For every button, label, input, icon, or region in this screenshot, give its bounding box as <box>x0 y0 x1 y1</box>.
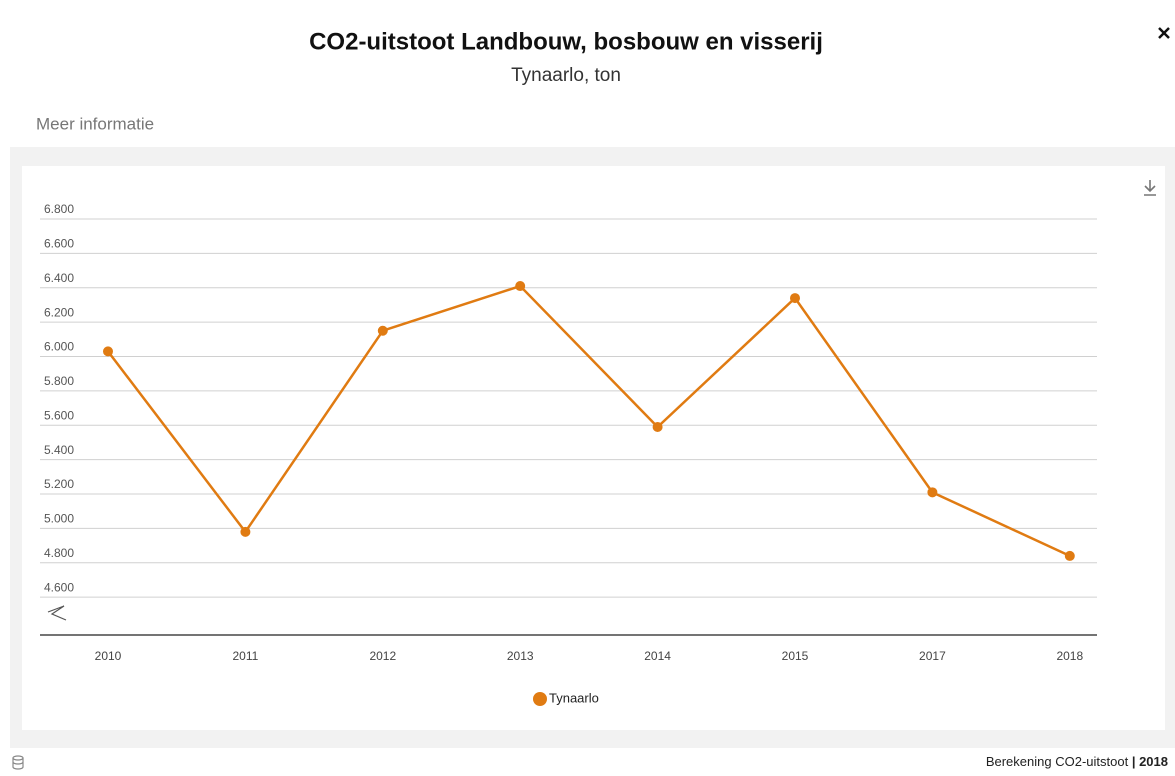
y-tick-label: 5.400 <box>44 443 74 457</box>
y-tick-label: 6.200 <box>44 305 74 319</box>
axis-break <box>47 605 67 621</box>
data-point <box>927 487 938 498</box>
x-tick-label: 2013 <box>507 649 534 663</box>
db-icon <box>12 755 24 770</box>
footer-source: Berekening CO2-uitstoot <box>986 754 1129 769</box>
x-tick-label: 2018 <box>1056 649 1083 663</box>
y-tick-label: 6.400 <box>44 271 74 285</box>
chart-box <box>22 166 1165 730</box>
more-info-link[interactable]: Meer informatie <box>36 114 154 133</box>
data-point <box>652 422 663 432</box>
download-icon[interactable] <box>1144 180 1156 196</box>
close-button[interactable] <box>1158 27 1170 39</box>
data-point <box>240 526 251 537</box>
data-point <box>1064 550 1075 561</box>
x-tick-label: 2010 <box>95 649 122 663</box>
title: CO2-uitstoot Landbouw, bosbouw en visser… <box>309 28 823 55</box>
subtitle: Tynaarlo, ton <box>511 65 621 86</box>
y-tick-label: 6.800 <box>44 202 74 216</box>
y-tick-label: 5.200 <box>44 477 74 491</box>
y-tick-label: 5.800 <box>44 374 74 388</box>
x-tick-label: 2012 <box>369 649 396 663</box>
data-point <box>103 346 113 357</box>
y-tick-label: 5.600 <box>44 408 74 422</box>
y-tick-label: 6.000 <box>44 340 74 354</box>
series-line <box>107 284 1071 558</box>
x-tick-label: 2015 <box>782 649 809 663</box>
y-tick-label: 5.000 <box>44 512 74 526</box>
x-tick-label: 2011 <box>232 649 258 663</box>
data-point <box>515 281 526 292</box>
footer: Berekening CO2-uitstoot | 2018 <box>986 754 1168 769</box>
x-tick-label: 2014 <box>644 649 671 663</box>
y-tick-label: 4.600 <box>44 580 74 594</box>
y-tick-label: 6.600 <box>44 237 74 251</box>
y-tick-label: 4.800 <box>44 546 74 560</box>
legend-label: Tynaarlo <box>549 690 599 705</box>
footer-year: 2018 <box>1139 754 1168 769</box>
data-point <box>790 293 800 304</box>
data-point <box>377 325 388 336</box>
footer-separator: | <box>1132 754 1136 769</box>
x-tick-label: 2017 <box>919 649 946 663</box>
legend-swatch <box>533 692 547 706</box>
